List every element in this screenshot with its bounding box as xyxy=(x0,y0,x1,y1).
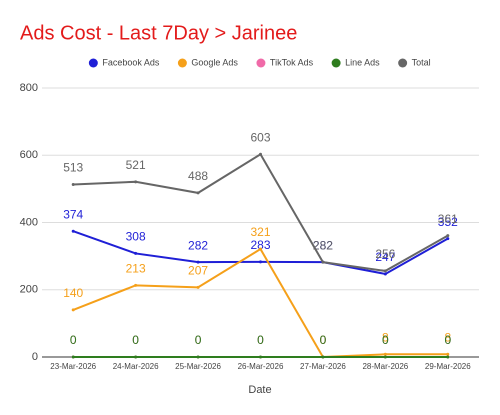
data-label: 0 xyxy=(320,333,327,347)
data-point xyxy=(321,260,325,264)
data-point xyxy=(383,352,387,356)
legend-label: TikTok Ads xyxy=(270,57,314,67)
data-point xyxy=(196,260,200,264)
legend-marker xyxy=(177,58,187,68)
data-point xyxy=(196,355,200,359)
data-point xyxy=(383,355,387,359)
y-tick-label: 0 xyxy=(32,351,38,363)
chart-title: Ads Cost - Last 7Day > Jarinee xyxy=(20,22,297,44)
data-label: 308 xyxy=(126,230,146,244)
data-point xyxy=(196,285,200,289)
data-label: 8 xyxy=(382,330,389,344)
data-label: 0 xyxy=(132,333,139,347)
data-label: 0 xyxy=(70,333,77,347)
legend-label: Facebook Ads xyxy=(102,57,160,67)
data-point xyxy=(383,272,387,276)
x-tick-label: 26-Mar-2026 xyxy=(238,362,284,371)
data-point xyxy=(259,152,262,156)
data-label: 0 xyxy=(444,333,451,347)
data-label: 0 xyxy=(195,333,202,347)
data-label: 213 xyxy=(126,262,146,276)
data-label: 513 xyxy=(63,161,83,175)
data-label: 282 xyxy=(188,238,208,252)
data-point xyxy=(259,355,262,359)
data-point xyxy=(446,355,450,359)
legend-label: Line Ads xyxy=(345,57,380,67)
data-point xyxy=(71,183,75,187)
data-label: 207 xyxy=(188,264,208,278)
data-point xyxy=(446,352,450,356)
legend-label: Total xyxy=(412,57,431,67)
x-axis-title: Date xyxy=(248,384,271,396)
data-point xyxy=(446,234,450,238)
data-label: 321 xyxy=(250,225,270,239)
data-point xyxy=(321,355,325,359)
legend-marker xyxy=(256,58,266,68)
data-label: 0 xyxy=(320,333,327,347)
data-label: 283 xyxy=(250,238,270,252)
legend-label: Google Ads xyxy=(191,57,238,67)
data-label: 0 xyxy=(257,333,264,347)
data-label: 0 xyxy=(444,333,451,347)
legend-marker xyxy=(398,58,408,68)
data-point xyxy=(196,191,200,195)
data-point xyxy=(259,260,262,264)
data-point xyxy=(383,269,387,273)
data-point xyxy=(134,180,138,184)
data-point xyxy=(71,308,75,312)
data-point xyxy=(71,229,75,233)
data-label: 361 xyxy=(438,212,458,226)
data-label: 0 xyxy=(382,333,389,347)
data-point xyxy=(134,355,138,359)
data-label: 8 xyxy=(444,330,451,344)
data-point xyxy=(134,251,138,255)
x-tick-label: 24-Mar-2026 xyxy=(113,362,159,371)
legend-marker xyxy=(331,58,341,68)
data-label: 0 xyxy=(320,333,327,347)
y-tick-label: 200 xyxy=(20,284,38,296)
x-tick-label: 28-Mar-2026 xyxy=(362,362,408,371)
data-label: 603 xyxy=(250,130,270,144)
x-tick-label: 25-Mar-2026 xyxy=(175,362,221,371)
legend-marker xyxy=(88,58,98,68)
data-point xyxy=(134,283,138,287)
data-label: 374 xyxy=(63,207,83,221)
data-point xyxy=(259,247,262,251)
data-point xyxy=(446,237,450,241)
data-label: 256 xyxy=(375,247,395,261)
data-label: 352 xyxy=(438,215,458,229)
data-point xyxy=(71,355,75,359)
y-tick-label: 400 xyxy=(20,216,38,228)
data-label: 488 xyxy=(188,169,208,183)
data-label: 247 xyxy=(375,250,395,264)
data-label: 0 xyxy=(257,333,264,347)
data-label: 0 xyxy=(70,333,77,347)
data-label: 521 xyxy=(126,158,146,172)
x-tick-label: 29-Mar-2026 xyxy=(425,362,471,371)
data-label: 0 xyxy=(132,333,139,347)
data-label: 282 xyxy=(313,238,333,252)
x-tick-label: 27-Mar-2026 xyxy=(300,362,346,371)
data-label: 140 xyxy=(63,286,83,300)
x-tick-label: 23-Mar-2026 xyxy=(50,362,96,371)
data-label: 0 xyxy=(382,333,389,347)
data-label: 282 xyxy=(313,238,333,252)
data-label: 0 xyxy=(195,333,202,347)
y-tick-label: 800 xyxy=(20,82,38,94)
y-tick-label: 600 xyxy=(20,149,38,161)
